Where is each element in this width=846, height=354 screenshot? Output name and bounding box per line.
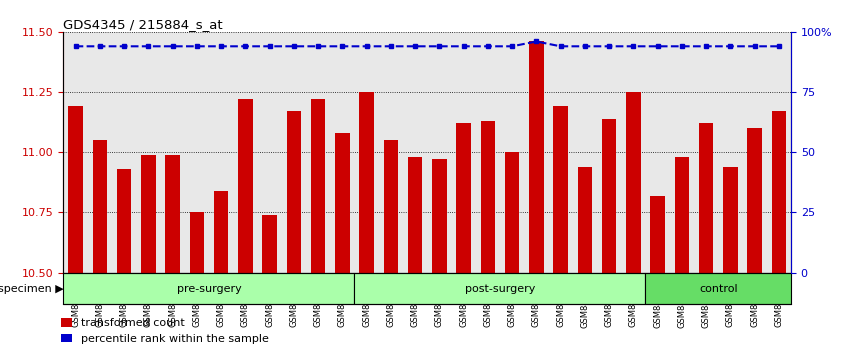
Bar bbox=[92, 140, 107, 273]
Text: specimen ▶: specimen ▶ bbox=[0, 284, 63, 293]
Bar bbox=[190, 212, 204, 273]
Text: post-surgery: post-surgery bbox=[464, 284, 536, 293]
Bar bbox=[165, 155, 180, 273]
Text: pre-surgery: pre-surgery bbox=[177, 284, 241, 293]
Bar bbox=[723, 167, 738, 273]
Bar bbox=[456, 123, 471, 273]
Bar bbox=[645, 273, 791, 304]
Bar bbox=[310, 99, 326, 273]
Bar bbox=[354, 273, 645, 304]
Bar bbox=[69, 107, 83, 273]
Bar bbox=[432, 159, 447, 273]
Legend: transformed count, percentile rank within the sample: transformed count, percentile rank withi… bbox=[57, 314, 273, 348]
Bar bbox=[408, 157, 422, 273]
Bar bbox=[117, 169, 131, 273]
Bar bbox=[772, 111, 786, 273]
Bar bbox=[651, 195, 665, 273]
Bar bbox=[335, 133, 349, 273]
Bar bbox=[626, 92, 640, 273]
Bar bbox=[553, 107, 568, 273]
Bar bbox=[578, 167, 592, 273]
Bar bbox=[214, 191, 228, 273]
Bar bbox=[383, 140, 398, 273]
Bar bbox=[63, 273, 354, 304]
Bar bbox=[481, 121, 495, 273]
Bar bbox=[287, 111, 301, 273]
Bar bbox=[529, 41, 544, 273]
Bar bbox=[602, 119, 617, 273]
Bar bbox=[674, 157, 689, 273]
Text: GDS4345 / 215884_s_at: GDS4345 / 215884_s_at bbox=[63, 18, 223, 31]
Bar bbox=[747, 128, 762, 273]
Bar bbox=[505, 152, 519, 273]
Bar bbox=[141, 155, 156, 273]
Bar bbox=[262, 215, 277, 273]
Bar bbox=[699, 123, 713, 273]
Text: control: control bbox=[699, 284, 738, 293]
Bar bbox=[238, 99, 253, 273]
Bar bbox=[360, 92, 374, 273]
